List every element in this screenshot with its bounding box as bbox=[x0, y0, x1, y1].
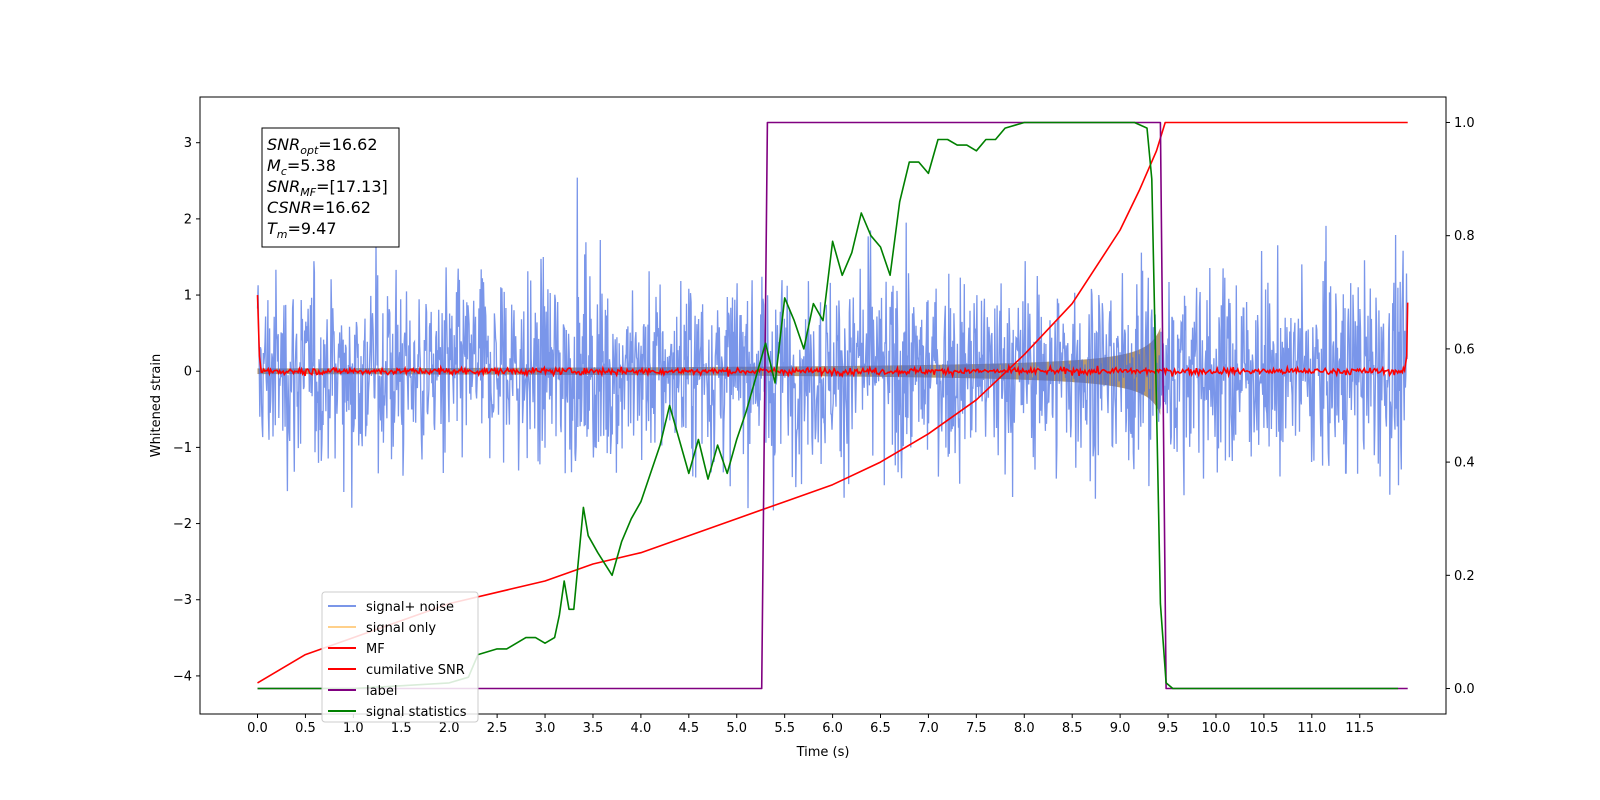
annotation-line: Mc=5.38 bbox=[267, 156, 336, 178]
y-axis-label: Whitened strain bbox=[149, 354, 164, 457]
x-tick-label: 7.0 bbox=[918, 721, 939, 736]
annotation-layer: SNRopt=16.62Mc=5.38SNRMF=[17.13]CSNR=16.… bbox=[261, 127, 400, 248]
signal-noise-line bbox=[256, 177, 1408, 511]
y2-tick-label: 1.0 bbox=[1454, 116, 1475, 131]
x-tick-label: 11.0 bbox=[1297, 721, 1326, 736]
x-axis-label: Time (s) bbox=[796, 745, 850, 760]
x-tick-label: 2.0 bbox=[439, 721, 460, 736]
y2-tick-label: 0.6 bbox=[1454, 342, 1475, 357]
x-tick-label: 5.5 bbox=[774, 721, 795, 736]
x-tick-label: 0.5 bbox=[295, 721, 316, 736]
x-tick-label: 11.5 bbox=[1345, 721, 1374, 736]
x-tick-label: 3.5 bbox=[583, 721, 604, 736]
x-tick-label: 1.0 bbox=[343, 721, 364, 736]
signal-noise-layer bbox=[256, 177, 1408, 511]
y2-tick-label: 0.0 bbox=[1454, 682, 1475, 697]
x-tick-label: 4.0 bbox=[631, 721, 652, 736]
y-tick-label: 2 bbox=[184, 212, 192, 227]
annotation-line: Tm=9.47 bbox=[267, 219, 337, 241]
legend-label: MF bbox=[366, 642, 385, 657]
mf-line bbox=[256, 295, 1409, 379]
y-tick-label: −4 bbox=[173, 669, 192, 684]
annotation-box bbox=[261, 127, 400, 248]
x-tick-label: 1.5 bbox=[391, 721, 412, 736]
plot-frame bbox=[199, 96, 1447, 715]
y-tick-label: 3 bbox=[184, 136, 192, 151]
mf-layer bbox=[256, 295, 1409, 379]
x-tick-label: 8.0 bbox=[1014, 721, 1035, 736]
legend-layer: signal+ noise signal only MF cumilative SNR… bbox=[321, 591, 479, 723]
y2-tick-label: 0.4 bbox=[1454, 456, 1475, 471]
y-tick-label: 1 bbox=[184, 289, 192, 304]
x-tick-label: 10.5 bbox=[1249, 721, 1278, 736]
legend-label: signal+ noise bbox=[366, 600, 454, 615]
x-tick-label: 10.0 bbox=[1201, 721, 1230, 736]
legend-label: signal statistics bbox=[366, 705, 467, 720]
annotation-line: SNRMF=[17.13] bbox=[267, 177, 388, 199]
annotation-line: CSNR=16.62 bbox=[267, 198, 371, 217]
x-tick-label: 9.0 bbox=[1110, 721, 1131, 736]
x-tick-label: 5.0 bbox=[726, 721, 747, 736]
y-tick-label: −2 bbox=[173, 517, 192, 532]
legend-box bbox=[321, 591, 479, 723]
x-tick-label: 6.5 bbox=[870, 721, 891, 736]
x-tick-label: 9.5 bbox=[1158, 721, 1179, 736]
legend-label: signal only bbox=[366, 621, 436, 636]
x-tick-label: 2.5 bbox=[487, 721, 508, 736]
x-tick-label: 7.5 bbox=[966, 721, 987, 736]
x-tick-label: 6.0 bbox=[822, 721, 843, 736]
legend-label: label bbox=[366, 684, 397, 699]
y-tick-label: 0 bbox=[184, 365, 192, 380]
y2-tick-label: 0.8 bbox=[1454, 229, 1475, 244]
annotation-line: SNRopt=16.62 bbox=[267, 135, 378, 157]
signal-statistics-line bbox=[257, 121, 1399, 690]
axes-layer: 0.0 0.5 1.0 1.5 2.0 2.5 3.0 3.5 4.0 4.5 5.0 5.5 6.0 6… bbox=[149, 96, 1475, 760]
x-tick-label: 4.5 bbox=[678, 721, 699, 736]
x-tick-label: 8.5 bbox=[1062, 721, 1083, 736]
x-tick-label: 0.0 bbox=[247, 721, 268, 736]
y-tick-label: −1 bbox=[173, 441, 192, 456]
y-tick-label: −3 bbox=[173, 593, 192, 608]
x-tick-label: 3.0 bbox=[535, 721, 556, 736]
y2-tick-label: 0.2 bbox=[1454, 569, 1475, 584]
legend-label: cumilative SNR bbox=[366, 663, 465, 678]
